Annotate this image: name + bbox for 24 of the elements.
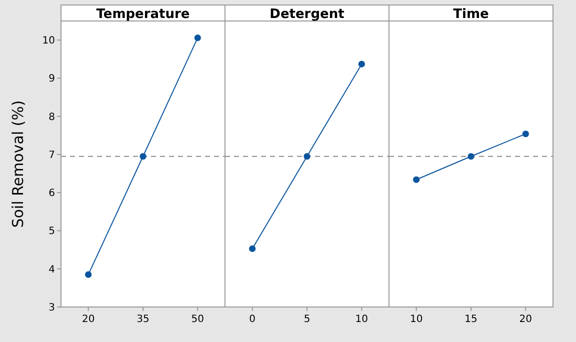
y-tick-label: 9 bbox=[48, 74, 55, 85]
point bbox=[140, 153, 146, 160]
y-tick-label: 6 bbox=[48, 188, 55, 200]
x-tick-label: 35 bbox=[136, 314, 150, 325]
x-tick-label: 10 bbox=[410, 314, 423, 325]
x-tick-label: 50 bbox=[191, 314, 204, 325]
x-tick-label: 5 bbox=[304, 314, 310, 325]
y-tick-label: 8 bbox=[48, 112, 55, 123]
y-tick-label: 10 bbox=[42, 36, 55, 47]
point bbox=[85, 271, 92, 278]
y-tick-label: 3 bbox=[48, 302, 55, 314]
x-tick-label: 20 bbox=[519, 314, 532, 325]
y-tick-label: 4 bbox=[48, 264, 55, 276]
x-tick-label: 15 bbox=[464, 314, 478, 325]
y-tick-label: 7 bbox=[48, 150, 55, 161]
y-tick-label: 5 bbox=[48, 226, 55, 238]
chart-title: Temperature bbox=[96, 7, 190, 22]
point bbox=[194, 34, 201, 42]
chart-title: Time bbox=[453, 7, 490, 22]
x-tick-label: 10 bbox=[355, 314, 368, 325]
x-tick-label: 20 bbox=[82, 314, 95, 325]
x-tick-label: 0 bbox=[249, 314, 256, 325]
y-axis-title: Soil Removal (%) bbox=[9, 100, 27, 228]
chart-title: Detergent bbox=[270, 7, 344, 22]
